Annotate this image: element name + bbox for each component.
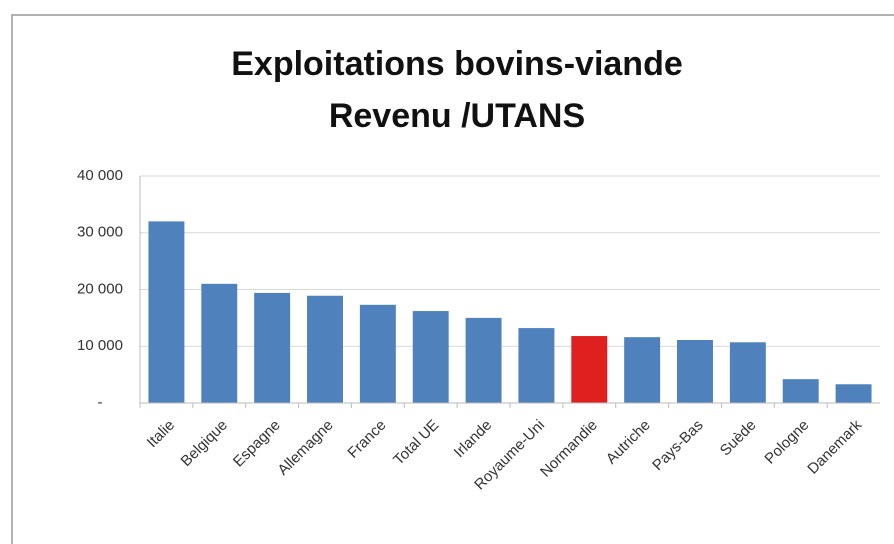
x-tick-label: Espagne	[230, 417, 284, 471]
bar	[465, 317, 502, 403]
x-tick-label: Pays-Bas	[649, 417, 706, 474]
y-tick-label: 10 000	[77, 337, 123, 354]
y-tick-label: 20 000	[77, 280, 123, 297]
y-tick-label: 40 000	[77, 167, 123, 184]
bar	[571, 336, 608, 403]
x-tick-label: Irlande	[451, 417, 495, 461]
x-tick-label: Autriche	[603, 417, 654, 468]
bar	[782, 379, 819, 403]
x-tick-label: Pologne	[761, 417, 812, 468]
chart-title: Exploitations bovins-viande	[231, 45, 683, 83]
bar	[624, 337, 661, 403]
bar	[518, 328, 555, 403]
bar	[254, 292, 291, 403]
bar	[412, 311, 449, 403]
bar	[201, 283, 238, 403]
bar	[307, 295, 343, 403]
bar	[677, 340, 713, 403]
x-tick-label: Suède	[717, 417, 760, 460]
bar	[148, 221, 185, 403]
y-tick-label: 30 000	[77, 224, 123, 241]
x-tick-label: Total UE	[390, 417, 442, 469]
chart-border	[11, 14, 894, 544]
x-tick-label: Belgique	[178, 417, 231, 470]
x-tick-label: Italie	[144, 417, 178, 451]
x-tick-label: Allemagne	[274, 417, 336, 479]
chart-title: Revenu /UTANS	[329, 97, 585, 135]
x-tick-label: France	[344, 417, 389, 462]
bar	[835, 384, 872, 403]
y-tick-label: -	[98, 394, 103, 411]
bar	[729, 342, 766, 403]
bar	[359, 304, 396, 403]
x-tick-label: Normandie	[537, 417, 601, 481]
x-tick-label: Danemark	[804, 416, 865, 477]
